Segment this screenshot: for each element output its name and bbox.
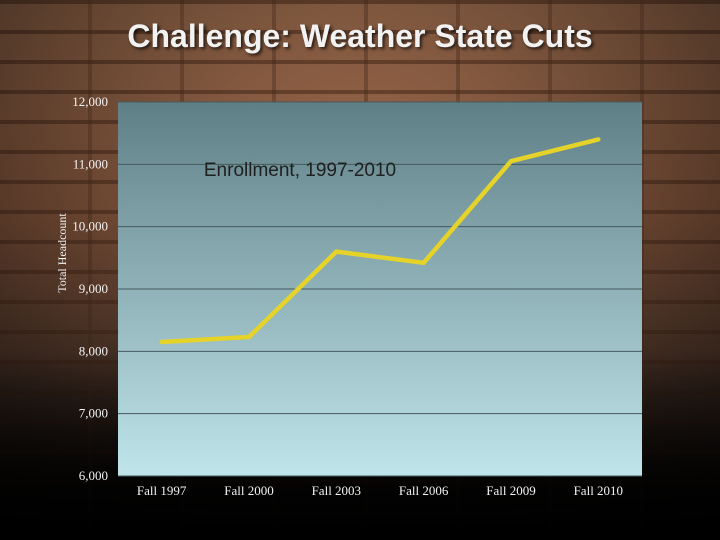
series-line-enrollment	[161, 137, 599, 345]
data-point	[159, 339, 164, 345]
y-tick-label: 7,000	[79, 406, 108, 421]
data-points	[159, 137, 601, 345]
x-tick-label: Fall 2000	[224, 483, 273, 498]
x-tick-label: Fall 2009	[486, 483, 535, 498]
y-tick-label: 10,000	[72, 219, 108, 234]
x-tick-label: Fall 1997	[137, 483, 187, 498]
x-tick-label: Fall 2006	[399, 483, 449, 498]
y-tick-label: 9,000	[79, 281, 108, 296]
x-axis-ticks: Fall 1997 Fall 2000 Fall 2003 Fall 2006 Fall…	[137, 483, 623, 498]
y-axis-ticks: 6,000 7,000 8,000 9,000 10,000 11,000 12,000	[72, 94, 108, 483]
data-point	[596, 137, 601, 142]
slide-title: Challenge: Weather State Cuts	[127, 18, 593, 54]
y-tick-label: 6,000	[79, 468, 108, 483]
data-point	[421, 260, 426, 266]
chart-title: Enrollment, 1997-2010	[204, 160, 396, 181]
grid-lines	[118, 101, 642, 477]
y-tick-label: 8,000	[79, 343, 108, 358]
x-tick-label: Fall 2003	[312, 483, 361, 498]
data-point	[246, 334, 252, 340]
data-point	[334, 249, 339, 254]
y-tick-label: 11,000	[73, 156, 108, 171]
y-tick-label: 12,000	[72, 94, 108, 109]
y-axis-label: Total Headcount	[55, 213, 69, 293]
data-point	[508, 159, 514, 164]
x-tick-label: Fall 2010	[574, 483, 623, 498]
